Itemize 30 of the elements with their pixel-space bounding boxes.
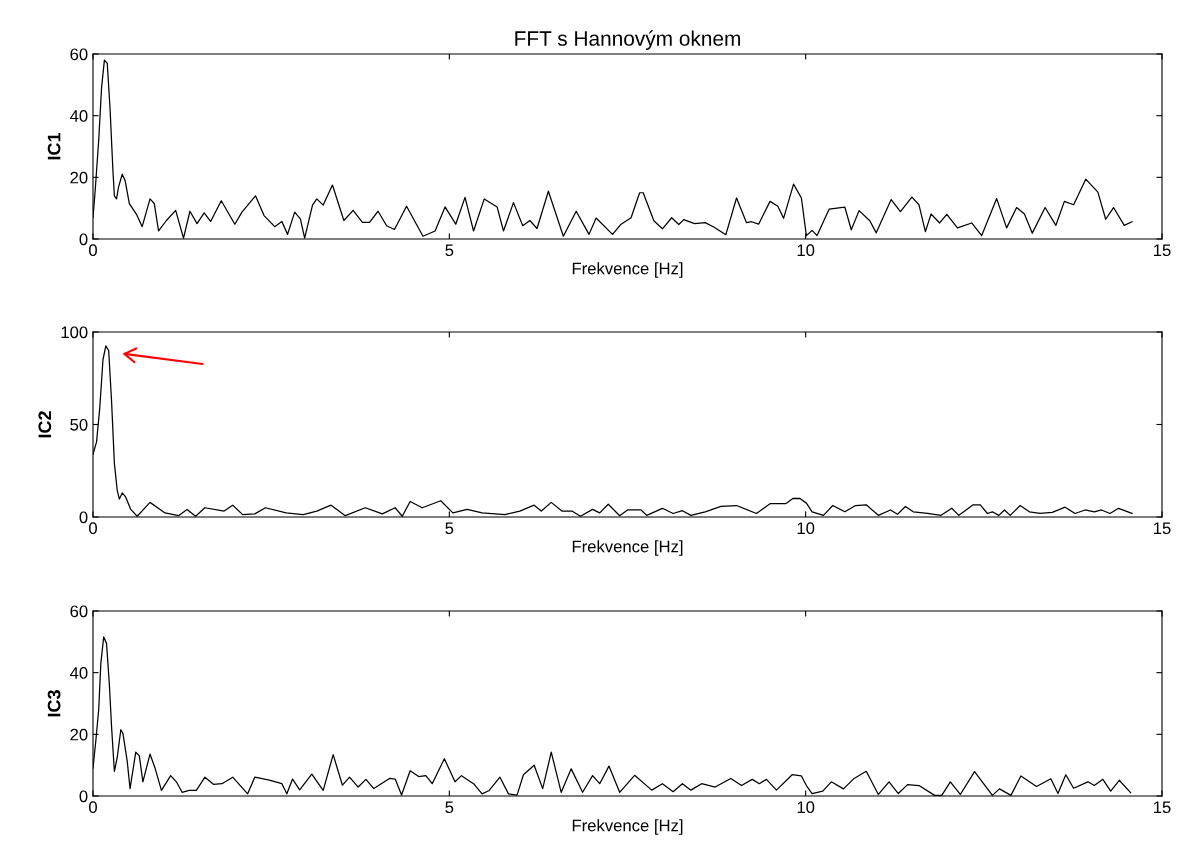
x-axis-title: Frekvence [Hz] <box>572 819 683 835</box>
y-tick-label: 40 <box>69 110 88 122</box>
x-tick-label: 15 <box>1154 522 1171 535</box>
x-tick-label: 5 <box>445 522 454 535</box>
y-axis-title: IC1 <box>47 132 61 160</box>
chart-title: FFT s Hannovým oknem <box>515 30 740 50</box>
x-tick-label: 0 <box>89 801 97 814</box>
x-tick-label: 5 <box>445 801 454 814</box>
y-tick-label: 20 <box>70 171 88 184</box>
x-tick-label: 15 <box>1154 244 1171 257</box>
y-tick-label: 100 <box>61 326 88 339</box>
y-axis-title: IC3 <box>47 690 61 717</box>
y-tick-label: 20 <box>70 728 88 741</box>
y-tick-label: 50 <box>70 418 88 431</box>
y-tick-label: 60 <box>70 48 88 61</box>
y-tick-label: 60 <box>70 605 88 618</box>
y-tick-label: 40 <box>69 667 88 679</box>
x-tick-label: 0 <box>89 244 97 257</box>
y-axis-title: IC2 <box>38 411 52 438</box>
x-axis-title: Frekvence [Hz] <box>572 262 683 278</box>
x-axis-title: Frekvence [Hz] <box>572 540 683 556</box>
y-tick-label: 0 <box>79 790 88 803</box>
x-tick-label: 5 <box>445 244 454 257</box>
y-tick-label: 0 <box>79 511 88 524</box>
x-tick-label: 10 <box>797 244 815 257</box>
x-tick-label: 15 <box>1154 801 1171 814</box>
x-tick-label: 10 <box>797 801 815 814</box>
x-tick-label: 10 <box>797 522 815 535</box>
x-tick-label: 0 <box>89 522 97 535</box>
y-tick-label: 0 <box>79 233 88 246</box>
